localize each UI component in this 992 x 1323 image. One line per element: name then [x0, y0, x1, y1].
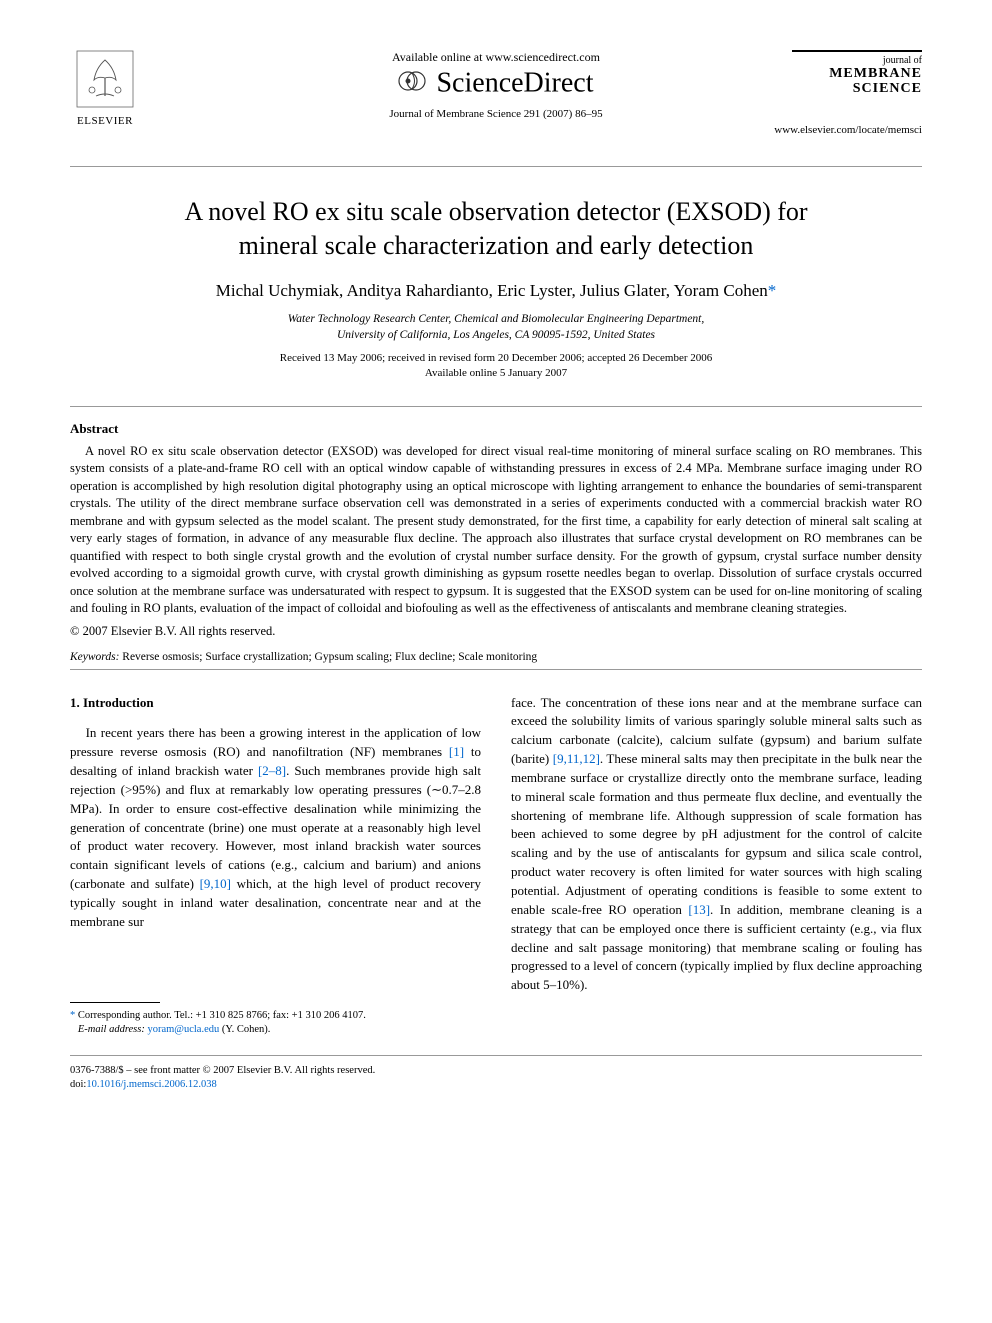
section-heading-intro: 1. Introduction: [70, 694, 481, 713]
keywords-line: Keywords: Reverse osmosis; Surface cryst…: [70, 651, 922, 663]
dates-line2: Available online 5 January 2007: [425, 367, 567, 379]
title-line2: mineral scale characterization and early…: [239, 231, 754, 260]
header-divider: [70, 166, 922, 167]
footnote-corr-mark: *: [70, 1010, 75, 1021]
citation-link-9-11-12[interactable]: [9,11,12]: [553, 751, 600, 766]
journal-name-prefix: journal of: [792, 55, 922, 66]
footnote-email-label: E-mail address:: [78, 1024, 145, 1035]
title-line1: A novel RO ex situ scale observation det…: [184, 197, 807, 226]
abstract-bottom-divider: [70, 669, 922, 670]
affiliation: Water Technology Research Center, Chemic…: [70, 311, 922, 343]
corresponding-mark[interactable]: *: [768, 281, 777, 300]
footnote-corr-text: Corresponding author. Tel.: +1 310 825 8…: [78, 1010, 366, 1021]
dates-line1: Received 13 May 2006; received in revise…: [280, 352, 713, 364]
footer-doi-link[interactable]: 10.1016/j.memsci.2006.12.038: [86, 1079, 216, 1090]
article-title: A novel RO ex situ scale observation det…: [110, 195, 882, 263]
body-columns: 1. Introduction In recent years there ha…: [70, 694, 922, 1037]
abstract-body: A novel RO ex situ scale observation det…: [70, 443, 922, 618]
citation-link-13[interactable]: [13]: [688, 902, 710, 917]
footnote-block: * Corresponding author. Tel.: +1 310 825…: [70, 1009, 481, 1037]
intro-paragraph-left: In recent years there has been a growing…: [70, 724, 481, 931]
citation-link-2-8[interactable]: [2–8]: [258, 763, 286, 778]
citation-link-9-10[interactable]: [9,10]: [200, 876, 231, 891]
journal-name-line1: MEMBRANE: [792, 66, 922, 81]
citation-line: Journal of Membrane Science 291 (2007) 8…: [70, 108, 922, 120]
sciencedirect-icon: [398, 67, 426, 100]
intro-paragraph-right: face. The concentration of these ions ne…: [511, 694, 922, 996]
keywords-text: Reverse osmosis; Surface crystallization…: [122, 651, 537, 663]
footer-divider: [70, 1055, 922, 1056]
footnote-email-paren: (Y. Cohen).: [222, 1024, 271, 1035]
footer-block: 0376-7388/$ – see front matter © 2007 El…: [70, 1064, 922, 1092]
header-region: ELSEVIER journal of MEMBRANE SCIENCE Ava…: [70, 50, 922, 136]
authors-names: Michal Uchymiak, Anditya Rahardianto, Er…: [216, 281, 768, 300]
journal-url: www.elsevier.com/locate/memsci: [70, 124, 922, 136]
sciencedirect-label: ScienceDirect: [436, 68, 593, 99]
left-column: 1. Introduction In recent years there ha…: [70, 694, 481, 1037]
elsevier-label: ELSEVIER: [70, 115, 140, 127]
footer-doi-label: doi:: [70, 1079, 86, 1090]
footnote-email-link[interactable]: yoram@ucla.edu: [147, 1024, 219, 1035]
intro-text-c: . Such membranes provide high salt rejec…: [70, 763, 481, 891]
intro-text-f: . These mineral salts may then precipita…: [511, 751, 922, 917]
paper-page: ELSEVIER journal of MEMBRANE SCIENCE Ava…: [0, 0, 992, 1132]
copyright-line: © 2007 Elsevier B.V. All rights reserved…: [70, 624, 922, 639]
authors-line: Michal Uchymiak, Anditya Rahardianto, Er…: [70, 281, 922, 301]
footnote-separator: [70, 1002, 160, 1003]
elsevier-logo-block: ELSEVIER: [70, 50, 140, 127]
abstract-top-divider: [70, 406, 922, 407]
abstract-heading: Abstract: [70, 421, 922, 437]
journal-title-block: journal of MEMBRANE SCIENCE: [792, 50, 922, 97]
journal-name-line2: SCIENCE: [792, 81, 922, 96]
elsevier-tree-icon: [76, 50, 134, 108]
article-dates: Received 13 May 2006; received in revise…: [70, 351, 922, 382]
intro-text-a: In recent years there has been a growing…: [70, 725, 481, 759]
affiliation-line1: Water Technology Research Center, Chemic…: [288, 313, 705, 325]
affiliation-line2: University of California, Los Angeles, C…: [337, 329, 655, 341]
right-column: face. The concentration of these ions ne…: [511, 694, 922, 1037]
keywords-label: Keywords:: [70, 651, 119, 663]
footer-issn-line: 0376-7388/$ – see front matter © 2007 El…: [70, 1065, 375, 1076]
citation-link-1[interactable]: [1]: [449, 744, 464, 759]
